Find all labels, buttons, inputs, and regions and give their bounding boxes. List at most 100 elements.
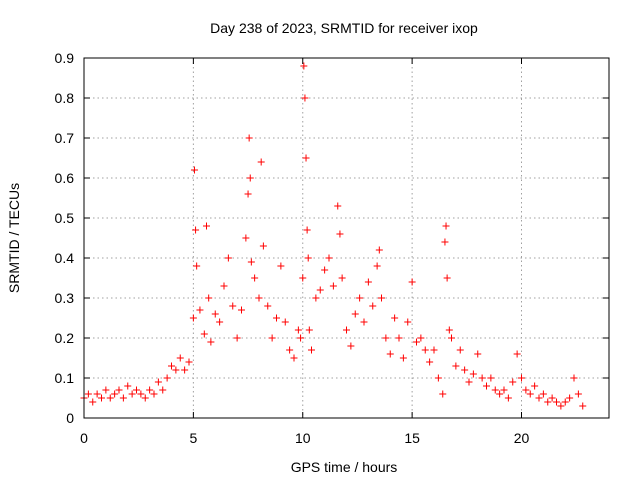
data-point: [238, 306, 245, 314]
data-point: [531, 382, 539, 390]
y-tick-label: 0.7: [55, 130, 75, 146]
x-tick-label: 0: [80, 430, 88, 446]
data-point: [176, 354, 184, 362]
data-point: [312, 294, 320, 302]
data-point: [259, 242, 267, 250]
axis-ticks: [83, 57, 609, 419]
data-point: [441, 238, 449, 246]
data-point: [189, 314, 197, 322]
data-point: [404, 318, 412, 326]
data-point: [207, 338, 215, 346]
data-point: [469, 370, 477, 378]
data-point: [395, 334, 403, 342]
data-point: [513, 350, 521, 358]
data-point: [216, 318, 224, 326]
data-point: [478, 374, 486, 382]
data-point: [308, 346, 315, 354]
data-point: [518, 374, 525, 382]
data-point: [294, 326, 302, 334]
data-point: [211, 310, 219, 318]
data-point: [566, 394, 574, 402]
data-point: [334, 202, 342, 210]
data-point: [434, 374, 442, 382]
data-point: [426, 358, 434, 366]
data-point: [168, 362, 175, 370]
y-tick-label: 0.6: [55, 170, 75, 186]
data-point: [413, 338, 420, 346]
data-point: [299, 274, 307, 282]
plot-frame: [83, 57, 610, 419]
data-point: [329, 282, 337, 290]
data-point: [281, 318, 289, 326]
data-point: [579, 402, 587, 410]
data-point: [196, 306, 204, 314]
data-point: [190, 166, 198, 174]
data-point: [163, 374, 171, 382]
data-point: [522, 386, 530, 394]
data-point: [119, 394, 127, 402]
data-point: [181, 366, 189, 374]
data-point: [391, 314, 399, 322]
data-point: [430, 346, 438, 354]
data-point: [264, 302, 272, 310]
x-axis-label: GPS time / hours: [291, 459, 398, 475]
data-point: [465, 378, 473, 386]
data-point: [192, 226, 200, 234]
y-tick-label: 0.4: [55, 250, 75, 266]
data-point: [325, 254, 333, 262]
data-point: [159, 386, 167, 394]
data-point: [439, 390, 447, 398]
data-points: [80, 62, 587, 410]
data-point: [111, 390, 119, 398]
data-point: [399, 354, 407, 362]
data-point: [150, 390, 158, 398]
data-point: [496, 390, 504, 398]
data-point: [539, 390, 547, 398]
data-point: [375, 246, 383, 254]
data-point: [343, 326, 350, 334]
data-point: [297, 334, 305, 342]
data-point: [102, 386, 110, 394]
data-point: [487, 374, 495, 382]
data-point: [300, 62, 308, 70]
data-point: [203, 222, 210, 230]
data-point: [369, 302, 377, 310]
data-point: [548, 394, 556, 402]
data-point: [247, 258, 255, 266]
data-point: [246, 174, 254, 182]
data-point: [98, 394, 105, 402]
data-point: [124, 382, 132, 390]
data-point: [84, 390, 92, 398]
data-point: [244, 190, 252, 198]
data-point: [442, 222, 450, 230]
data-point: [504, 394, 512, 402]
grid: [84, 58, 609, 418]
data-point: [257, 158, 265, 166]
data-point: [452, 362, 460, 370]
data-point: [172, 366, 180, 374]
data-point: [154, 378, 162, 386]
data-point: [356, 294, 364, 302]
data-point: [245, 134, 253, 142]
data-point: [338, 274, 346, 282]
data-point: [224, 254, 232, 262]
data-point: [137, 390, 145, 398]
data-point: [290, 354, 298, 362]
data-point: [93, 390, 101, 398]
data-point: [443, 274, 451, 282]
data-point: [386, 350, 394, 358]
y-tick-label: 0.3: [55, 290, 75, 306]
data-point: [251, 274, 259, 282]
y-axis-label: SRMTID / TECUs: [6, 183, 22, 293]
data-point: [286, 346, 294, 354]
data-point: [303, 226, 311, 234]
data-point: [255, 294, 263, 302]
data-point: [233, 334, 241, 342]
data-point: [106, 394, 114, 402]
y-tick-label: 0.2: [55, 330, 75, 346]
data-point: [474, 350, 482, 358]
data-point: [544, 398, 552, 406]
data-point: [351, 310, 359, 318]
x-tick-label: 10: [295, 430, 311, 446]
data-point: [304, 254, 312, 262]
